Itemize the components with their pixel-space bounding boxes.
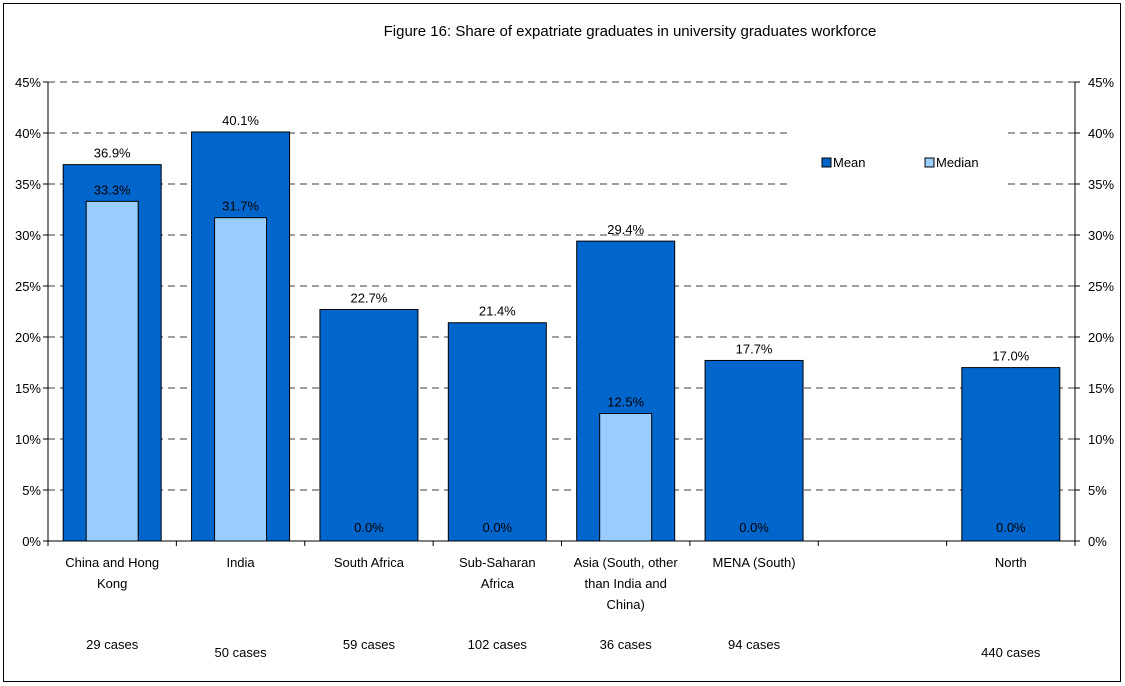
y2-tick-label: 35% [1088, 177, 1114, 192]
y2-tick-label: 5% [1088, 483, 1107, 498]
case-count: 59 cases [343, 637, 396, 652]
y-tick-label: 10% [15, 432, 41, 447]
chart-frame [3, 3, 1121, 682]
x-tick-label: Sub-Saharan [459, 555, 536, 570]
y-tick-label: 45% [15, 75, 41, 90]
data-label-mean: 22.7% [351, 290, 388, 305]
y2-tick-label: 40% [1088, 126, 1114, 141]
y-tick-label: 0% [22, 534, 41, 549]
x-tick-label: India [226, 555, 255, 570]
data-label-median: 0.0% [739, 520, 769, 535]
y2-tick-label: 25% [1088, 279, 1114, 294]
y2-tick-label: 45% [1088, 75, 1114, 90]
x-tick-label: than India and [584, 576, 666, 591]
data-label-mean: 17.7% [736, 341, 773, 356]
x-tick-label: MENA (South) [713, 555, 796, 570]
y-tick-label: 5% [22, 483, 41, 498]
legend-label-median: Median [936, 155, 979, 170]
bar-mean [319, 308, 419, 542]
case-count: 36 cases [600, 637, 653, 652]
data-label-median: 33.3% [94, 182, 131, 197]
data-label-mean: 40.1% [222, 113, 259, 128]
case-count: 94 cases [728, 637, 781, 652]
x-tick-label: Asia (South, other [574, 555, 679, 570]
y2-tick-label: 30% [1088, 228, 1114, 243]
case-count: 440 cases [981, 645, 1041, 660]
y-tick-label: 25% [15, 279, 41, 294]
chart-title: Figure 16: Share of expatriate graduates… [384, 23, 877, 40]
data-label-mean: 29.4% [607, 222, 644, 237]
bar-mean [961, 367, 1061, 542]
bar-median [85, 200, 139, 542]
bar-median [214, 217, 268, 542]
data-label-median: 31.7% [222, 199, 259, 214]
bar-median [599, 413, 653, 542]
y2-tick-label: 0% [1088, 534, 1107, 549]
data-label-median: 12.5% [607, 395, 644, 410]
x-tick-label: North [995, 555, 1027, 570]
case-count: 29 cases [86, 637, 139, 652]
x-tick-label: China) [607, 597, 645, 612]
bar-mean [447, 322, 547, 542]
y2-tick-label: 10% [1088, 432, 1114, 447]
y-tick-label: 40% [15, 126, 41, 141]
x-tick-label: South Africa [334, 555, 405, 570]
y-tick-label: 20% [15, 330, 41, 345]
x-tick-label: China and Hong [65, 555, 159, 570]
y-tick-label: 35% [15, 177, 41, 192]
legend-label-mean: Mean [833, 155, 866, 170]
case-count: 102 cases [468, 637, 528, 652]
case-count: 50 cases [215, 645, 268, 660]
legend-swatch-mean [821, 157, 832, 168]
y2-tick-label: 15% [1088, 381, 1114, 396]
data-label-median: 0.0% [354, 520, 384, 535]
y-tick-label: 15% [15, 381, 41, 396]
y2-tick-label: 20% [1088, 330, 1114, 345]
data-label-mean: 36.9% [94, 146, 131, 161]
data-label-median: 0.0% [996, 520, 1026, 535]
x-tick-label: Africa [481, 576, 515, 591]
data-label-mean: 17.0% [992, 349, 1029, 364]
data-label-median: 0.0% [482, 520, 512, 535]
legend-swatch-median [924, 157, 935, 168]
bar-mean [704, 359, 804, 542]
x-tick-label: Kong [97, 576, 127, 591]
data-label-mean: 21.4% [479, 304, 516, 319]
y-tick-label: 30% [15, 228, 41, 243]
